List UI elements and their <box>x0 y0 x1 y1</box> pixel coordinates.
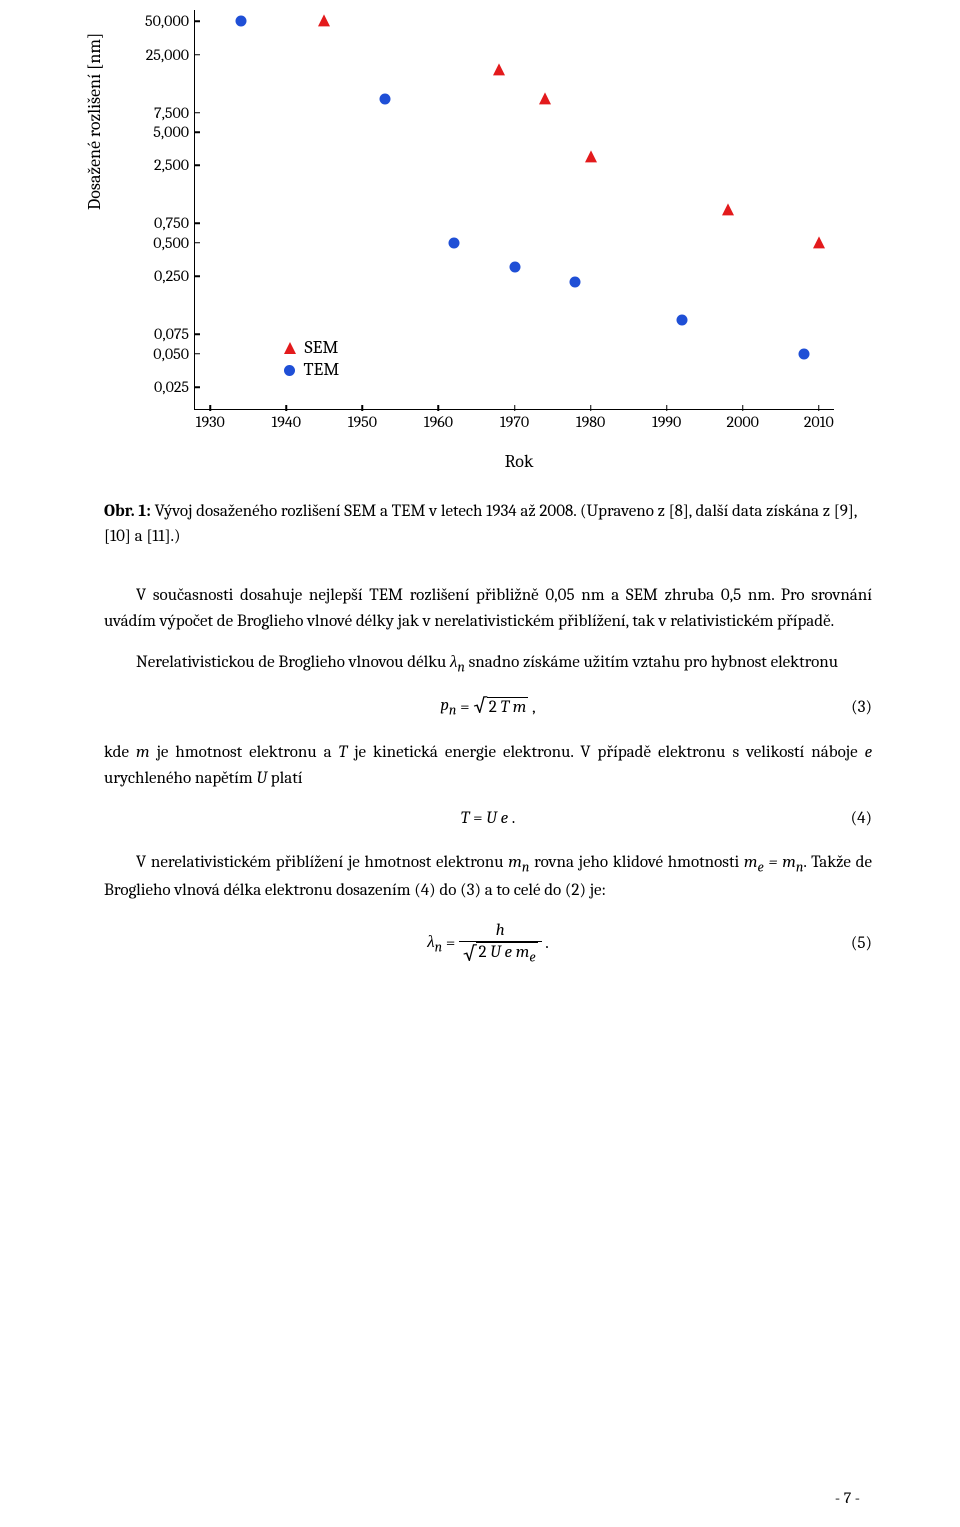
ytick-mark <box>194 131 200 133</box>
xtick-mark <box>666 405 668 411</box>
xtick-label: 1970 <box>500 413 529 431</box>
ytick-label: 2,500 <box>154 156 189 174</box>
ytick-mark <box>194 333 200 335</box>
data-point-tem <box>676 315 687 326</box>
xtick-label: 1980 <box>576 413 605 431</box>
ytick-mark <box>194 165 200 167</box>
ytick-label: 0,250 <box>154 267 189 285</box>
xtick-label: 1950 <box>348 413 377 431</box>
ytick-label: 5,000 <box>153 123 189 141</box>
ytick-mark <box>194 223 200 225</box>
xtick-mark <box>590 405 592 411</box>
paragraph-4: V nerelativistickém přiblížení je hmotno… <box>104 850 872 903</box>
legend-item: TEM <box>284 359 339 381</box>
equation-5: λn = h √2 U e me . (5) <box>104 921 872 965</box>
ytick-label: 50,000 <box>145 12 189 30</box>
data-point-tem <box>570 277 581 288</box>
y-axis-label: Dosažené rozlišení [nm] <box>84 33 105 210</box>
ytick-mark <box>194 20 200 22</box>
equation-3: pn = √2 T m , (3) <box>104 696 872 718</box>
ytick-label: 0,075 <box>154 325 189 343</box>
ytick-label: 0,500 <box>153 234 189 252</box>
text-fragment: je kinetická energie elektronu. V případ… <box>347 743 864 762</box>
data-point-tem <box>448 237 459 248</box>
text-fragment: snadno získáme užitím vztahu pro hybnost… <box>465 653 838 672</box>
paragraph-1: V současnosti dosahuje nejlepší TEM rozl… <box>104 583 872 634</box>
xtick-label: 1940 <box>271 413 301 431</box>
ytick-mark <box>194 54 200 56</box>
legend-label: TEM <box>303 359 339 381</box>
xtick-mark <box>438 405 440 411</box>
xtick-mark <box>514 405 516 411</box>
eq-number: (4) <box>851 809 872 828</box>
caption-label: Obr. <box>104 502 135 521</box>
plot-area: SEMTEM 193019401950196019701980199020002… <box>194 10 834 410</box>
chart-legend: SEMTEM <box>284 337 339 381</box>
eq-number: (5) <box>851 934 872 953</box>
xtick-label: 2000 <box>727 413 759 431</box>
ytick-mark <box>194 242 200 244</box>
data-point-tem <box>798 348 809 359</box>
figure-caption: Obr. 1: Vývoj dosaženého rozlišení SEM a… <box>104 500 872 549</box>
resolution-chart: Dosažené rozlišení [nm] SEMTEM 193019401… <box>104 10 854 470</box>
ytick-label: 7,500 <box>154 104 189 122</box>
xtick-label: 1990 <box>652 413 681 431</box>
ytick-label: 0,025 <box>154 378 189 396</box>
data-point-tem <box>235 16 246 27</box>
data-point-sem <box>318 15 330 27</box>
data-point-sem <box>585 150 597 162</box>
ytick-mark <box>194 353 200 355</box>
xtick-mark <box>742 405 744 411</box>
caption-text: Vývoj dosaženého rozlišení SEM a TEM v l… <box>104 502 857 546</box>
text-fragment: V nerelativistickém přiblížení je hmotno… <box>136 853 508 872</box>
data-point-sem <box>539 92 551 104</box>
paragraph-2: Nerelativistickou de Broglieho vlnovou d… <box>104 650 872 678</box>
legend-label: SEM <box>304 337 338 359</box>
text-fragment: Nerelativistickou de Broglieho vlnovou d… <box>136 653 450 672</box>
text-fragment: kde <box>104 743 136 762</box>
ytick-label: 0,050 <box>153 345 189 363</box>
data-point-sem <box>493 64 505 76</box>
xtick-mark <box>209 405 211 411</box>
equation-4: T = U e . (4) <box>104 809 872 828</box>
data-point-sem <box>813 236 825 248</box>
xtick-label: 1930 <box>196 413 225 431</box>
ytick-mark <box>194 275 200 277</box>
legend-item: SEM <box>284 337 339 359</box>
ytick-label: 0,750 <box>154 214 189 232</box>
page-number: - 7 - <box>835 1489 860 1507</box>
data-point-tem <box>380 93 391 104</box>
legend-marker <box>284 342 296 354</box>
text-fragment: platí <box>267 769 302 788</box>
text-fragment: je hmotnost elektronu a <box>150 743 339 762</box>
xtick-mark <box>362 405 364 411</box>
ytick-label: 25,000 <box>146 46 189 64</box>
x-axis-label: Rok <box>104 451 854 472</box>
ytick-mark <box>194 386 200 388</box>
data-point-sem <box>722 203 734 215</box>
xtick-mark <box>286 405 288 411</box>
ytick-mark <box>194 112 200 114</box>
legend-marker <box>284 365 295 376</box>
paragraph-3: kde m je hmotnost elektronu a T je kinet… <box>104 740 872 791</box>
data-point-tem <box>509 262 520 273</box>
text-fragment: urychleného napětím <box>104 769 256 788</box>
text-fragment: rovna jeho klidové hmotnosti <box>529 853 744 872</box>
xtick-mark <box>818 405 820 411</box>
xtick-label: 1960 <box>424 413 453 431</box>
eq-number: (3) <box>851 698 872 717</box>
caption-number: 1: <box>138 502 151 521</box>
xtick-label: 2010 <box>804 413 834 431</box>
